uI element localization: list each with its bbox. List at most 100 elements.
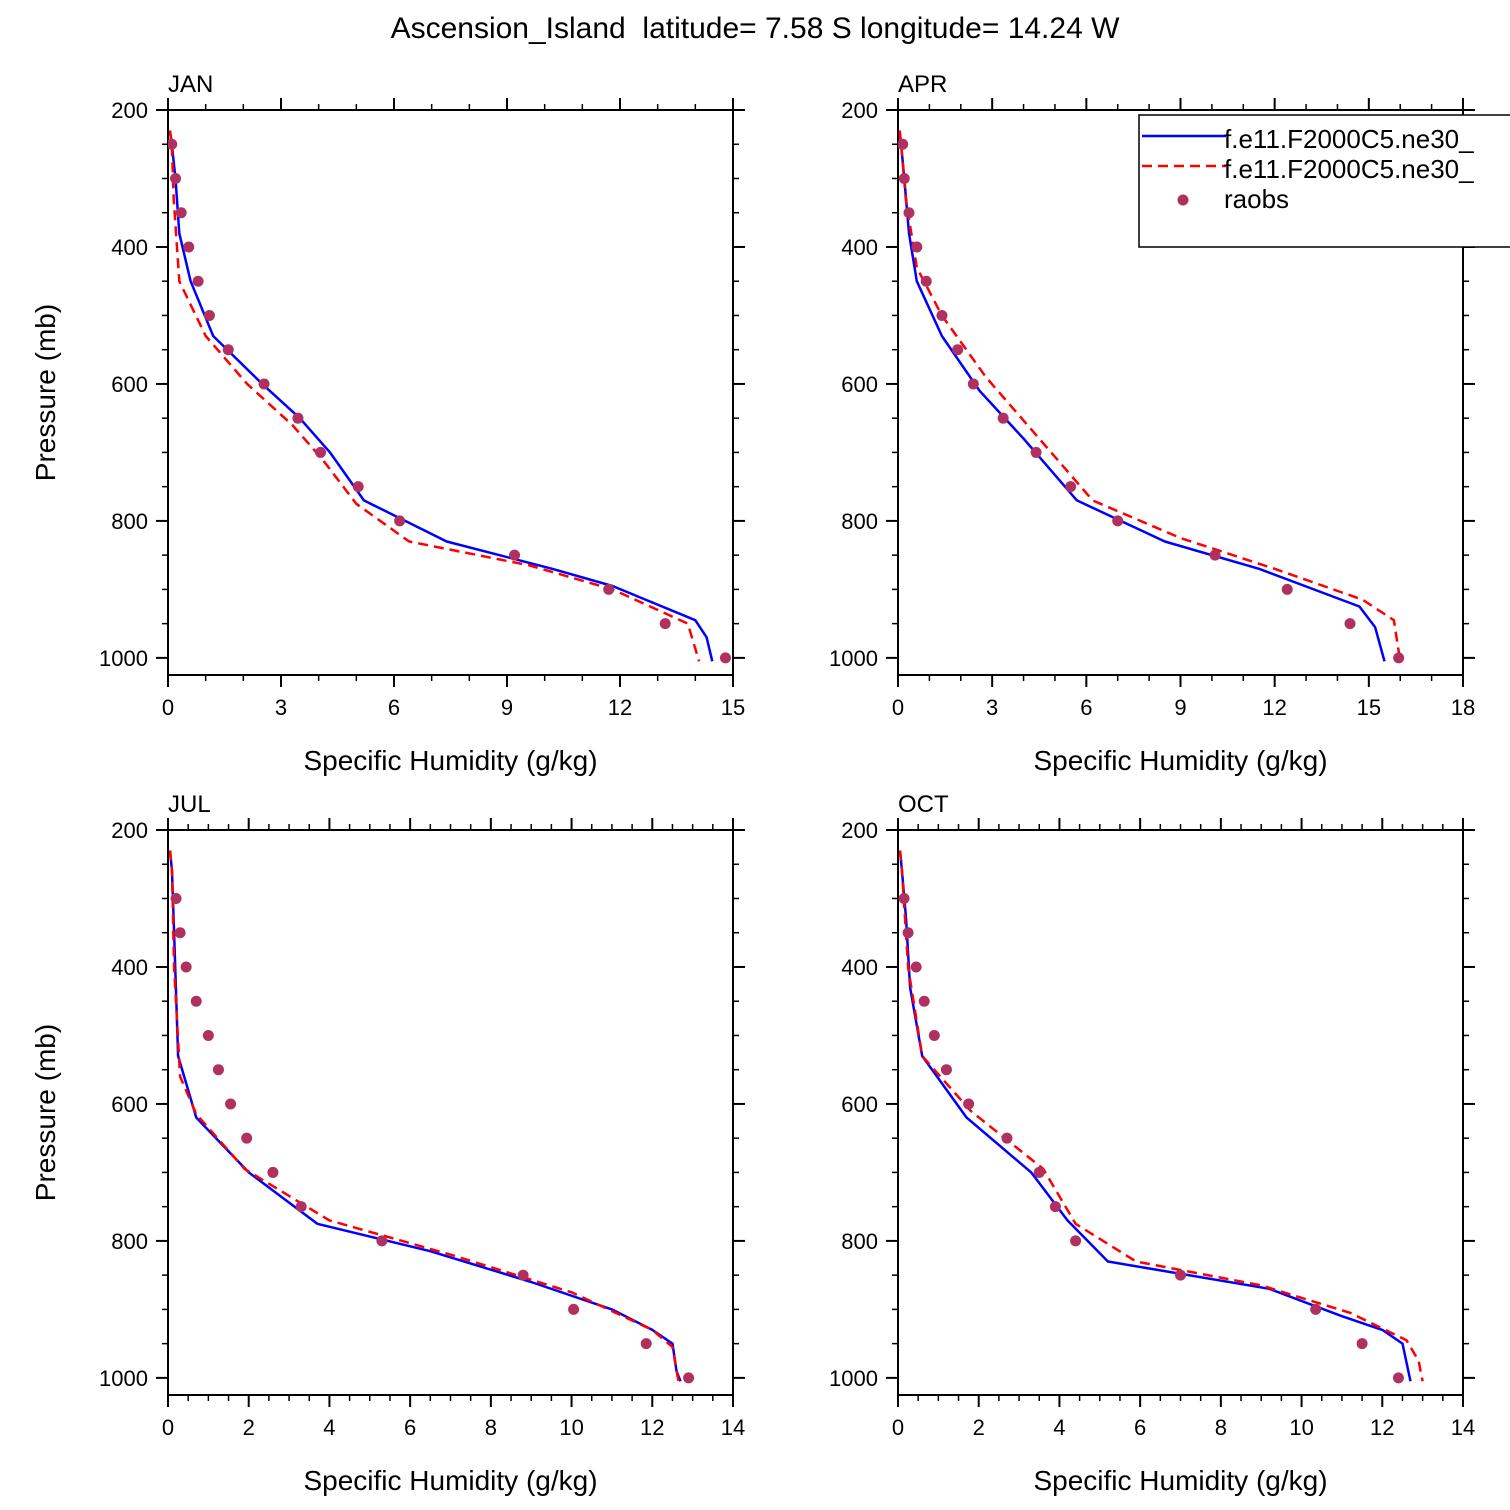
y-tick-label: 600 — [841, 1092, 878, 1117]
raobs-point — [603, 583, 615, 595]
y-tick-label: 600 — [111, 372, 148, 397]
raobs-point — [967, 378, 979, 390]
raobs-point — [911, 241, 923, 253]
raobs-point — [1049, 1201, 1061, 1213]
x-tick-label: 10 — [559, 1415, 583, 1440]
raobs-point — [517, 1269, 529, 1281]
raobs-point — [241, 1132, 253, 1144]
series-group — [898, 850, 1424, 1384]
x-tick-label: 0 — [162, 695, 174, 720]
raobs-point — [940, 1064, 952, 1076]
raobs-point — [1356, 1338, 1368, 1350]
series-group — [898, 130, 1405, 664]
x-tick-label: 8 — [1215, 1415, 1227, 1440]
raobs-point — [222, 344, 234, 356]
y-tick-label: 200 — [111, 818, 148, 843]
panel-title: JUL — [168, 791, 211, 818]
raobs-point — [920, 275, 932, 287]
raobs-point — [936, 309, 948, 321]
raobs-point — [180, 961, 192, 973]
x-tick-label: 0 — [892, 695, 904, 720]
raobs-point — [1065, 481, 1077, 493]
raobs-point — [292, 412, 304, 424]
raobs-point — [1112, 515, 1124, 527]
raobs-point — [295, 1201, 307, 1213]
x-axis-label: Specific Humidity (g/kg) — [303, 1465, 597, 1496]
model-b-line — [168, 850, 680, 1382]
y-tick-label: 400 — [111, 235, 148, 260]
model-b-line — [898, 850, 1424, 1382]
raobs-point — [928, 1029, 940, 1041]
raobs-point — [202, 1029, 214, 1041]
y-tick-label: 400 — [111, 955, 148, 980]
raobs-point — [963, 1098, 975, 1110]
plot-frame — [897, 829, 1464, 1396]
raobs-point — [640, 1338, 652, 1350]
y-tick-label: 800 — [111, 1229, 148, 1254]
raobs-point — [170, 892, 182, 904]
panel-title: OCT — [898, 791, 949, 818]
x-tick-label: 10 — [1289, 1415, 1313, 1440]
panel-title: APR — [898, 71, 947, 98]
legend: f.e11.F2000C5.ne30_f.e11.F2000C5.ne30_ra… — [1138, 114, 1510, 248]
x-tick-label: 12 — [1262, 695, 1286, 720]
chart-panel-jan: 0 3 6 9 12 15 200 400 600 800 1000 JAN Specific Humi… — [30, 71, 745, 776]
chart-panel-apr: 0 3 6 9 12 15 18 200 400 600 800 1000 APR Specific Hu… — [829, 71, 1475, 776]
raobs-point — [903, 207, 915, 219]
plot-frame — [167, 829, 734, 1396]
y-axis-label: Pressure (mb) — [30, 1024, 61, 1201]
model-b-line — [168, 130, 701, 662]
x-tick-label: 6 — [388, 695, 400, 720]
y-tick-label: 1000 — [829, 1366, 878, 1391]
raobs-point — [568, 1303, 580, 1315]
raobs-point — [258, 378, 270, 390]
y-tick-label: 600 — [111, 1092, 148, 1117]
y-tick-label: 1000 — [829, 646, 878, 671]
x-tick-label: 14 — [721, 1415, 745, 1440]
raobs-point — [719, 652, 731, 664]
page-title: Ascension_Island latitude= 7.58 S longit… — [390, 12, 1120, 45]
raobs-point — [902, 927, 914, 939]
raobs-point — [997, 412, 1009, 424]
raobs-point — [1030, 446, 1042, 458]
x-tick-label: 9 — [1174, 695, 1186, 720]
y-tick-label: 600 — [841, 372, 878, 397]
raobs-point — [225, 1098, 237, 1110]
x-tick-label: 15 — [1357, 695, 1381, 720]
raobs-point — [918, 995, 930, 1007]
x-tick-label: 2 — [243, 1415, 255, 1440]
raobs-point — [1033, 1166, 1045, 1178]
raobs-point — [1001, 1132, 1013, 1144]
x-axis-label: Specific Humidity (g/kg) — [303, 745, 597, 776]
raobs-point — [1281, 583, 1293, 595]
raobs-point — [898, 172, 910, 184]
x-tick-label: 15 — [721, 695, 745, 720]
raobs-point — [175, 207, 187, 219]
model-a-line — [898, 850, 1412, 1382]
y-tick-label: 200 — [841, 98, 878, 123]
raobs-point — [509, 549, 521, 561]
raobs-point — [168, 138, 178, 150]
x-tick-label: 12 — [608, 695, 632, 720]
chart-panel-oct: 0 2 4 6 8 10 12 14 200 400 600 800 1000 OCT Specific H… — [829, 791, 1475, 1496]
y-tick-label: 1000 — [99, 1366, 148, 1391]
x-tick-label: 4 — [323, 1415, 335, 1440]
y-tick-label: 800 — [111, 509, 148, 534]
raobs-point — [1310, 1303, 1322, 1315]
raobs-point — [1175, 1269, 1186, 1281]
x-axis-label: Specific Humidity (g/kg) — [1033, 1465, 1327, 1496]
model-a-line — [168, 130, 714, 662]
y-tick-label: 400 — [841, 235, 878, 260]
raobs-point — [659, 618, 671, 630]
legend-marker-raobs — [1177, 194, 1189, 206]
raobs-point — [212, 1064, 224, 1076]
raobs-point — [683, 1372, 695, 1384]
model-a-line — [168, 850, 682, 1382]
x-tick-label: 4 — [1053, 1415, 1065, 1440]
panel-title: JAN — [168, 71, 213, 98]
raobs-point — [898, 138, 909, 150]
legend-label: f.e11.F2000C5.ne30_ — [1224, 154, 1474, 184]
y-tick-label: 200 — [111, 98, 148, 123]
x-tick-label: 0 — [162, 1415, 174, 1440]
